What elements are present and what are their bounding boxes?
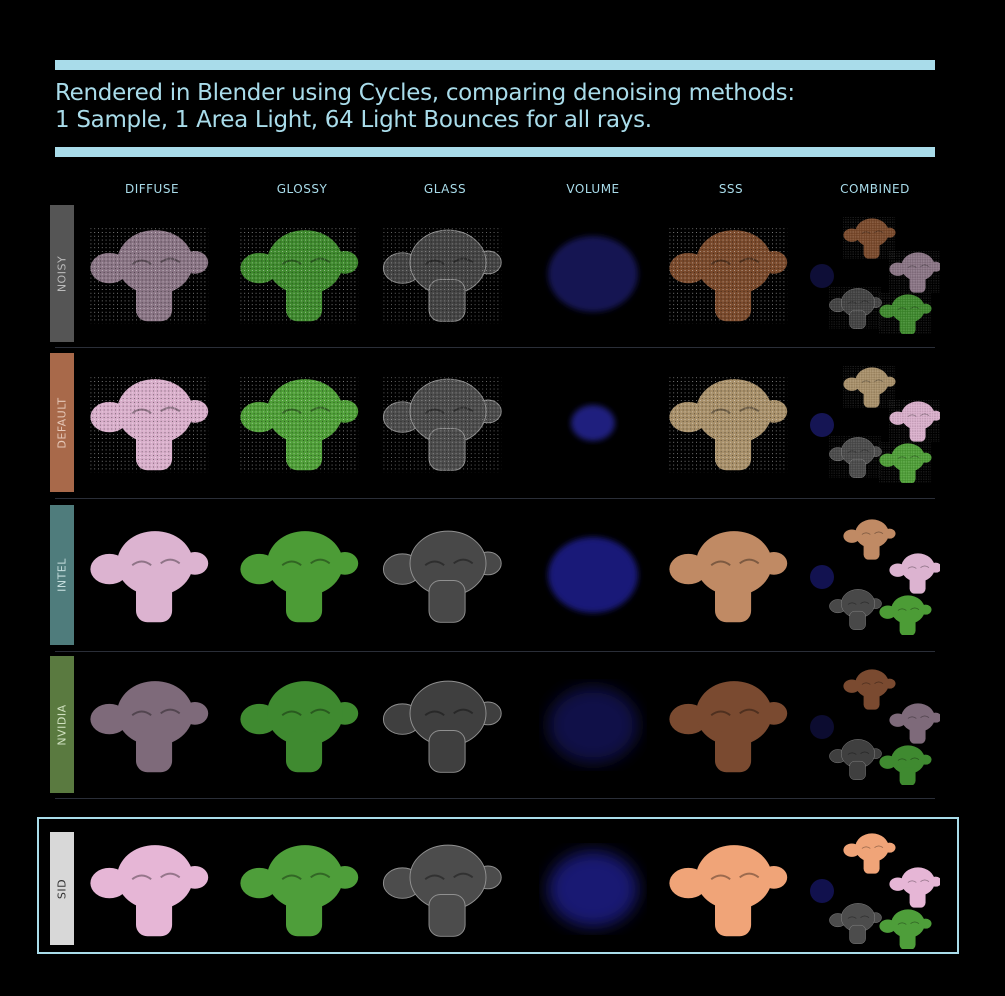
render-sid-volume <box>528 829 658 949</box>
render-sid-sss <box>666 829 796 949</box>
monkey-head-render <box>669 227 788 323</box>
render-intel-sss <box>666 515 796 635</box>
render-intel-glossy <box>237 515 367 635</box>
render-nvidia-volume <box>528 665 658 785</box>
render-nvidia-combined <box>810 665 942 786</box>
highlight-frame-sid <box>37 817 959 954</box>
render-noisy-combined <box>810 214 942 336</box>
column-header-combined: COMBINED <box>840 182 910 196</box>
monkey-head-render <box>669 680 788 772</box>
render-noisy-volume <box>528 214 658 334</box>
render-sid-glass <box>380 829 510 949</box>
monkey-head-render <box>669 376 788 472</box>
monkey-head-render <box>382 227 502 323</box>
monkey-head-render <box>90 376 209 472</box>
monkey-head-render <box>571 404 615 441</box>
row-label-nvidia: NVIDIA <box>50 656 74 793</box>
title-line-1: Rendered in Blender using Cycles, compar… <box>55 80 795 106</box>
monkey-head-render <box>810 668 942 786</box>
column-header-volume: VOLUME <box>566 182 620 196</box>
top-rule <box>55 60 935 70</box>
monkey-head-render <box>548 686 638 763</box>
bottom-rule <box>55 147 935 157</box>
row-label-text: NVIDIA <box>55 703 69 746</box>
render-default-glossy <box>237 363 367 483</box>
render-nvidia-glass <box>380 665 510 785</box>
render-nvidia-sss <box>666 665 796 785</box>
monkey-head-render <box>810 519 942 636</box>
row-divider <box>55 798 935 799</box>
monkey-head-render <box>240 844 359 936</box>
render-noisy-glass <box>380 214 510 334</box>
row-label-text: SID <box>55 878 69 899</box>
render-sid-diffuse <box>87 829 217 949</box>
row-label-noisy: NOISY <box>50 205 74 342</box>
monkey-head-render <box>669 531 788 623</box>
page-title: Rendered in Blender using Cycles, compar… <box>55 80 795 134</box>
monkey-head-render <box>382 680 502 773</box>
row-divider <box>55 498 935 499</box>
column-header-glass: GLASS <box>423 182 467 196</box>
title-line-2: 1 Sample, 1 Area Light, 64 Light Bounces… <box>55 107 652 133</box>
row-divider <box>55 347 935 348</box>
row-label-text: NOISY <box>55 255 69 292</box>
row-label-text: INTEL <box>55 558 69 592</box>
monkey-head-render <box>810 217 942 336</box>
monkey-head-render <box>240 531 359 623</box>
row-label-intel: INTEL <box>50 505 74 645</box>
monkey-head-render <box>548 537 638 613</box>
render-default-volume <box>528 363 658 483</box>
render-nvidia-glossy <box>237 665 367 785</box>
render-noisy-diffuse <box>87 214 217 334</box>
column-header-sss: SSS <box>718 182 744 196</box>
monkey-head-render <box>810 832 942 950</box>
row-divider <box>55 651 935 652</box>
row-label-sid: SID <box>50 832 74 945</box>
render-intel-glass <box>380 515 510 635</box>
monkey-head-render <box>240 680 359 772</box>
monkey-head-render <box>90 227 209 323</box>
column-header-glossy: GLOSSY <box>276 182 328 196</box>
monkey-head-render <box>382 844 502 937</box>
render-nvidia-diffuse <box>87 665 217 785</box>
render-sid-combined <box>810 829 942 950</box>
render-intel-volume <box>528 515 658 635</box>
monkey-head-render <box>548 850 638 927</box>
render-intel-diffuse <box>87 515 217 635</box>
monkey-head-render <box>90 844 209 936</box>
render-sid-glossy <box>237 829 367 949</box>
render-default-sss <box>666 363 796 483</box>
monkey-head-render <box>810 366 942 485</box>
monkey-head-render <box>240 376 359 472</box>
monkey-head-render <box>240 227 359 323</box>
render-default-glass <box>380 363 510 483</box>
render-noisy-sss <box>666 214 796 334</box>
monkey-head-render <box>382 376 502 472</box>
render-intel-combined <box>810 515 942 636</box>
render-default-diffuse <box>87 363 217 483</box>
render-noisy-glossy <box>237 214 367 334</box>
monkey-head-render <box>669 844 788 936</box>
monkey-head-render <box>382 530 502 623</box>
monkey-head-render <box>90 531 209 623</box>
render-default-combined <box>810 363 942 485</box>
column-header-diffuse: DIFFUSE <box>124 182 180 196</box>
row-label-default: DEFAULT <box>50 353 74 492</box>
row-label-text: DEFAULT <box>55 396 69 449</box>
monkey-head-render <box>90 680 209 772</box>
monkey-head-render <box>548 235 638 312</box>
